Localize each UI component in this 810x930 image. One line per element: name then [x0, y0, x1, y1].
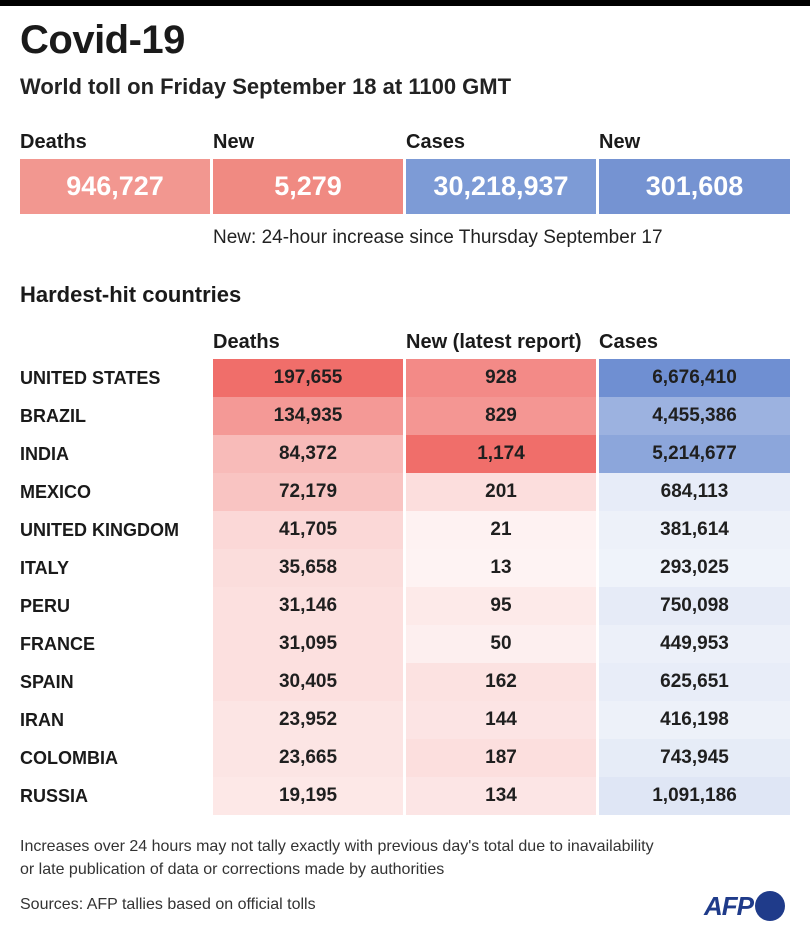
row-country-label: FRANCE [20, 634, 95, 654]
row-country-label: BRAZIL [20, 406, 86, 426]
summary-new-deaths-label: New [213, 131, 255, 153]
summary-note: New: 24-hour increase since Thursday Sep… [213, 227, 663, 248]
cell-cases: 6,676,410 [599, 359, 790, 397]
footnote-line-1: Increases over 24 hours may not tally ex… [20, 838, 654, 855]
row-country-label: SPAIN [20, 672, 74, 692]
cell-cases: 743,945 [599, 739, 790, 777]
cell-cases: 750,098 [599, 587, 790, 625]
page-subtitle: World toll on Friday September 18 at 110… [20, 74, 512, 99]
sources-note: Sources: AFP tallies based on official t… [20, 896, 316, 913]
cell-deaths: 19,195 [213, 777, 403, 815]
cell-new: 201 [406, 473, 596, 511]
cell-cases: 625,651 [599, 663, 790, 701]
cell-deaths: 31,095 [213, 625, 403, 663]
summary-new-deaths-value: 5,279 [213, 159, 403, 214]
row-country-label: IRAN [20, 710, 64, 730]
summary-new-cases-label: New [599, 131, 641, 153]
cell-cases: 381,614 [599, 511, 790, 549]
afp-logo-dot-icon [755, 891, 785, 921]
summary-deaths-value: 946,727 [20, 159, 210, 214]
cell-new: 13 [406, 549, 596, 587]
cell-new: 134 [406, 777, 596, 815]
row-country-label: PERU [20, 596, 71, 616]
section-title: Hardest-hit countries [20, 282, 242, 307]
cell-new: 162 [406, 663, 596, 701]
cell-new: 1,174 [406, 435, 596, 473]
cell-deaths: 23,952 [213, 701, 403, 739]
row-country-label: UNITED STATES [20, 368, 161, 388]
top-rule [0, 0, 810, 6]
cell-cases: 449,953 [599, 625, 790, 663]
row-country-label: RUSSIA [20, 786, 89, 806]
summary-new-cases-value: 301,608 [599, 159, 790, 214]
cell-new: 829 [406, 397, 596, 435]
page-title: Covid-19 [20, 18, 185, 62]
row-country-label: ITALY [20, 558, 70, 578]
summary-cases-value: 30,218,937 [406, 159, 596, 214]
summary-deaths-label: Deaths [20, 131, 87, 153]
cell-deaths: 72,179 [213, 473, 403, 511]
cell-new: 50 [406, 625, 596, 663]
cell-deaths: 31,146 [213, 587, 403, 625]
cell-new: 95 [406, 587, 596, 625]
cell-deaths: 84,372 [213, 435, 403, 473]
summary-cases-label: Cases [406, 131, 465, 153]
row-country-label: INDIA [20, 444, 69, 464]
cell-new: 928 [406, 359, 596, 397]
cell-cases: 1,091,186 [599, 777, 790, 815]
cell-deaths: 197,655 [213, 359, 403, 397]
cell-deaths: 30,405 [213, 663, 403, 701]
cell-deaths: 134,935 [213, 397, 403, 435]
afp-logo-text: AFP [704, 890, 754, 921]
cell-cases: 5,214,677 [599, 435, 790, 473]
cell-new: 21 [406, 511, 596, 549]
cell-deaths: 35,658 [213, 549, 403, 587]
cell-new: 144 [406, 701, 596, 739]
cell-new: 187 [406, 739, 596, 777]
cell-deaths: 41,705 [213, 511, 403, 549]
cell-cases: 293,025 [599, 549, 790, 587]
row-country-label: UNITED KINGDOM [20, 520, 179, 540]
cell-cases: 416,198 [599, 701, 790, 739]
cell-deaths: 23,665 [213, 739, 403, 777]
cell-cases: 4,455,386 [599, 397, 790, 435]
afp-logo: AFP [704, 890, 785, 922]
column-header-deaths: Deaths [213, 331, 280, 353]
row-country-label: COLOMBIA [20, 748, 118, 768]
row-country-label: MEXICO [20, 482, 92, 502]
column-header-cases: Cases [599, 331, 658, 353]
column-header-new: New (latest report) [406, 331, 582, 353]
footnote-line-2: or late publication of data or correctio… [20, 861, 445, 878]
cell-cases: 684,113 [599, 473, 790, 511]
